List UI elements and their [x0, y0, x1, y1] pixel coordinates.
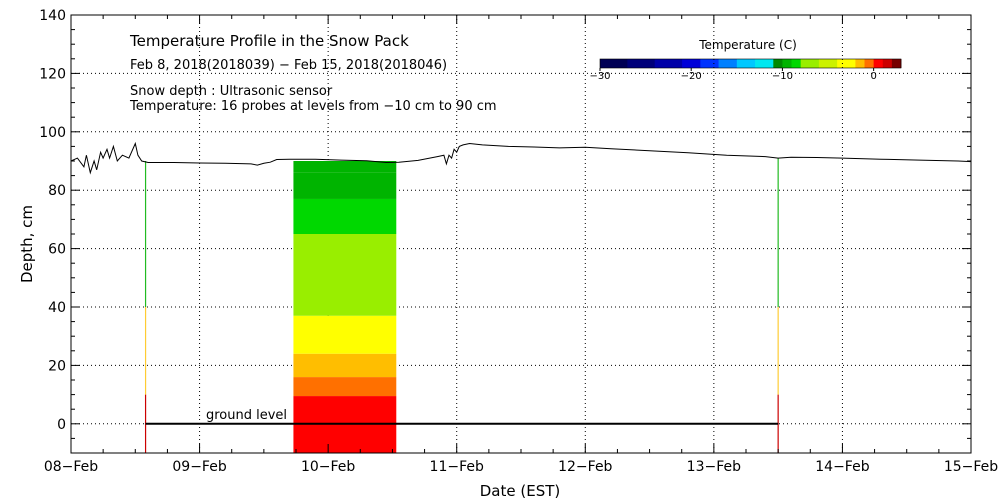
snow-depth-line — [70, 141, 972, 175]
colorbar-swatch — [791, 59, 802, 68]
plot-frame — [70, 14, 972, 454]
colorbar-swatch — [873, 59, 884, 68]
colorbar-swatch — [855, 59, 865, 68]
colorbar-swatch — [718, 59, 738, 68]
colorbar-tick-label: −10 — [772, 71, 793, 82]
x-tick-label: 15−Feb — [944, 459, 998, 475]
x-tick-label: 09−Feb — [172, 459, 226, 475]
x-axis-title: Date (EST) — [480, 482, 561, 500]
sensor-traces — [144, 158, 779, 453]
temperature-profile — [293, 161, 397, 453]
colorbar-swatch — [773, 59, 783, 68]
chart-subtitle: Feb 8, 2018(2018039) − Feb 15, 2018(2018… — [130, 58, 447, 73]
colorbar-swatch — [654, 59, 683, 68]
colorbar-tick-label: 0 — [870, 71, 876, 82]
temperature-band — [293, 234, 397, 316]
colorbar-swatch — [800, 59, 820, 68]
info-temperature: Temperature: 16 probes at levels from −1… — [129, 99, 497, 114]
colorbar-swatch — [700, 59, 719, 68]
grid — [71, 15, 971, 453]
colorbar-swatch — [882, 59, 893, 68]
axes: 08−Feb 09−Feb 10−Feb 11−Feb 12−Feb 13−Feb 14−F… — [39, 8, 998, 475]
colorbar-title: Temperature (C) — [698, 38, 797, 52]
colorbar-frame — [599, 58, 902, 69]
y-tick-label: 100 — [39, 125, 66, 141]
colorbar-swatch — [782, 59, 792, 68]
y-tick-label: 120 — [39, 66, 66, 82]
colorbar-swatch — [818, 59, 838, 68]
y-tick-label: 40 — [48, 300, 66, 316]
chart-title: Temperature Profile in the Snow Pack — [129, 32, 409, 50]
temperature-colorbar: −30 −20 −10 0 — [589, 58, 902, 82]
colorbar-tick-label: −30 — [589, 71, 610, 82]
colorbar-swatch — [891, 59, 902, 68]
temperature-band — [293, 198, 397, 234]
x-tick-label: 11−Feb — [430, 459, 484, 475]
temperature-band — [293, 353, 397, 378]
temperature-band — [293, 172, 397, 199]
colorbar-swatch — [682, 59, 701, 68]
y-tick-label: 140 — [39, 8, 66, 24]
colorbar-swatch — [755, 59, 774, 68]
annotations: Temperature Profile in the Snow Pack Feb… — [18, 32, 797, 500]
y-axis-title: Depth, cm — [18, 205, 36, 283]
colorbar-swatch — [736, 59, 756, 68]
colorbar-tick-label: −20 — [681, 71, 702, 82]
x-tick-label: 14−Feb — [815, 459, 869, 475]
y-tick-label: 80 — [48, 183, 66, 199]
y-tick-label: 20 — [48, 358, 66, 374]
temperature-band — [293, 315, 397, 354]
colorbar-swatch — [600, 59, 628, 68]
x-tick-label: 10−Feb — [301, 459, 355, 475]
ground-level: ground level — [145, 408, 779, 425]
temperature-band — [293, 161, 397, 173]
y-tick-label: 0 — [57, 417, 66, 433]
y-tick-label: 60 — [48, 242, 66, 258]
x-tick-label: 12−Feb — [558, 459, 612, 475]
x-tick-label: 08−Feb — [44, 459, 98, 475]
x-tick-label: 13−Feb — [687, 459, 741, 475]
info-snow-depth: Snow depth : Ultrasonic sensor — [130, 84, 333, 99]
colorbar-swatch — [627, 59, 656, 68]
temperature-band — [293, 377, 397, 397]
snow-depth-series — [70, 141, 972, 175]
colorbar-swatch — [837, 59, 856, 68]
colorbar-swatch — [864, 59, 875, 68]
ground-level-label: ground level — [206, 408, 287, 423]
